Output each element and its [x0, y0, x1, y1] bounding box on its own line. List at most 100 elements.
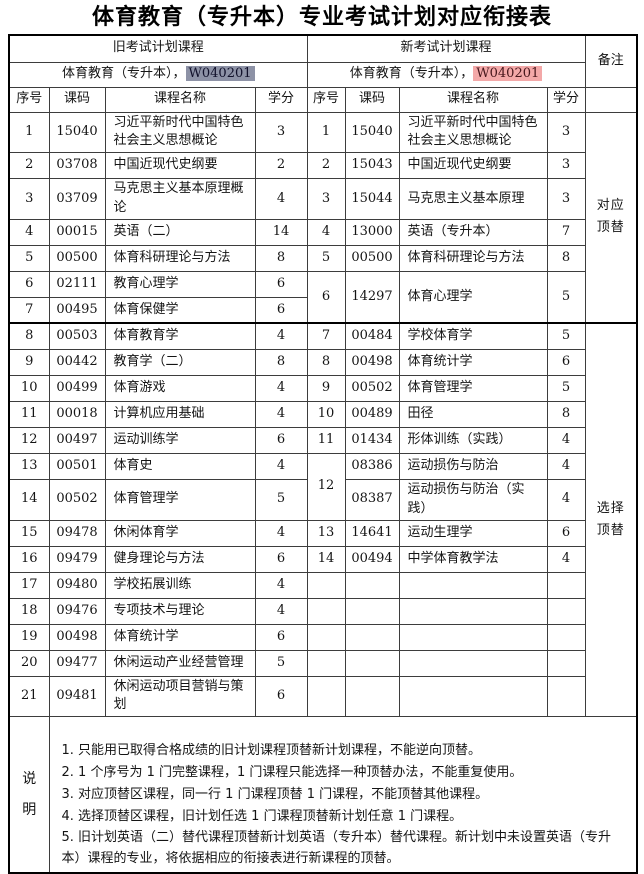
new-seq-cell — [306, 649, 346, 677]
major-row: 体育教育（专升本）， W040201 体育教育（专升本）， W040201 — [8, 61, 637, 88]
new-seq-cell: 3 — [306, 178, 346, 220]
old-name-cell: 体育史 — [104, 452, 256, 480]
new-major-code: W040201 — [473, 66, 543, 82]
course-row: 3 03709 马克思主义基本原理概论 4 3 15044 马克思主义基本原理 3 — [8, 178, 637, 220]
new-seq-cell: 12 — [306, 452, 346, 521]
old-code-cell: 00503 — [48, 322, 106, 350]
old-seq-cell: 20 — [8, 649, 50, 677]
old-seq-cell: 11 — [8, 400, 50, 428]
old-credit-cell: 4 — [254, 597, 308, 625]
new-name-cell — [398, 675, 548, 718]
new-name-cell — [398, 571, 548, 599]
new-code-cell: 13000 — [344, 218, 400, 246]
old-seq-cell: 13 — [8, 452, 50, 480]
remark-cell: 对应顶替 — [584, 111, 638, 324]
old-code-cell: 15040 — [48, 111, 106, 154]
old-name-cell: 体育科研理论与方法 — [104, 244, 256, 272]
new-seq-cell: 14 — [306, 545, 346, 573]
old-credit-cell: 6 — [254, 545, 308, 573]
remark-header: 备注 — [584, 34, 638, 88]
old-name-cell: 体育统计学 — [104, 623, 256, 651]
course-row: 7 00495 体育保健学 6 — [8, 296, 637, 324]
course-row: 2 03708 中国近现代史纲要 2 2 15043 中国近现代史纲要 3 — [8, 152, 637, 180]
remark-cell: 选择顶替 — [584, 322, 638, 718]
old-code-cell: 03709 — [48, 178, 106, 220]
new-credit-cell: 4 — [546, 426, 586, 454]
col-header-new-seq: 序号 — [306, 86, 346, 113]
old-code-cell: 00442 — [48, 348, 106, 376]
new-code-cell — [344, 597, 400, 625]
old-code-cell: 00502 — [48, 478, 106, 521]
course-row: 17 09480 学校拓展训练 4 — [8, 571, 637, 599]
note-line: 4. 选择顶替区课程，旧计划任选 1 门课程顶替新计划任意 1 门课程。 — [61, 808, 463, 824]
old-name-cell: 运动训练学 — [104, 426, 256, 454]
old-seq-cell: 2 — [8, 152, 50, 180]
new-code-cell: 14297 — [344, 270, 400, 324]
old-code-cell: 09478 — [48, 519, 106, 547]
col-header-old-credit: 学分 — [254, 86, 308, 113]
new-credit-cell: 6 — [546, 519, 586, 547]
old-name-cell: 马克思主义基本原理概论 — [104, 178, 256, 220]
old-seq-cell: 3 — [8, 178, 50, 220]
old-name-cell: 休闲体育学 — [104, 519, 256, 547]
old-code-cell: 09477 — [48, 649, 106, 677]
old-seq-cell: 10 — [8, 374, 50, 402]
old-credit-cell: 4 — [254, 178, 308, 220]
old-name-cell: 习近平新时代中国特色社会主义思想概论 — [104, 111, 256, 154]
new-credit-cell: 5 — [546, 322, 586, 350]
old-name-cell: 教育学（二） — [104, 348, 256, 376]
col-header-new-code: 课码 — [344, 86, 400, 113]
new-code-cell: 08387 — [344, 478, 400, 521]
old-credit-cell: 4 — [254, 519, 308, 547]
old-name-cell: 体育保健学 — [104, 296, 256, 324]
old-credit-cell: 4 — [254, 322, 308, 350]
old-credit-cell: 5 — [254, 649, 308, 677]
new-code-cell: 00500 — [344, 244, 400, 272]
old-code-cell: 00500 — [48, 244, 106, 272]
course-row: 13 00501 体育史 4 12 08386 运动损伤与防治 4 — [8, 452, 637, 521]
old-name-cell: 中国近现代史纲要 — [104, 152, 256, 180]
new-name-cell: 体育科研理论与方法 — [398, 244, 548, 272]
new-name-cell: 中国近现代史纲要 — [398, 152, 548, 180]
new-major-name: 体育教育（专升本）， — [349, 66, 474, 82]
new-code-cell: 08386 — [344, 452, 400, 480]
old-name-cell: 学校拓展训练 — [104, 571, 256, 599]
new-code-cell — [344, 623, 400, 651]
old-name-cell: 体育教育学 — [104, 322, 256, 350]
new-plan-header: 新考试计划课程 — [306, 34, 586, 63]
new-credit-cell: 8 — [546, 400, 586, 428]
new-code-cell: 14641 — [344, 519, 400, 547]
course-row: 4 00015 英语（二） 14 4 13000 英语（专升本） 7 — [8, 218, 637, 246]
new-name-cell: 运动生理学 — [398, 519, 548, 547]
old-name-cell: 计算机应用基础 — [104, 400, 256, 428]
old-seq-cell: 17 — [8, 571, 50, 599]
old-seq-cell: 1 — [8, 111, 50, 154]
old-code-cell: 00495 — [48, 296, 106, 324]
new-credit-cell — [546, 597, 586, 625]
old-code-cell: 09479 — [48, 545, 106, 573]
new-credit-cell: 5 — [546, 374, 586, 402]
course-row: 8 00503 体育教育学 4 7 00484 学校体育学 5 选择顶替 — [8, 322, 638, 718]
course-row: 5 00500 体育科研理论与方法 8 5 00500 体育科研理论与方法 8 — [8, 244, 637, 272]
remark-spacer-cell — [584, 86, 638, 113]
old-credit-cell: 6 — [254, 270, 308, 298]
new-credit-cell: 8 — [546, 244, 586, 272]
old-name-cell: 教育心理学 — [104, 270, 256, 298]
col-header-old-seq: 序号 — [8, 86, 50, 113]
old-seq-cell: 4 — [8, 218, 50, 246]
new-seq-cell: 8 — [306, 348, 346, 376]
old-code-cell: 00497 — [48, 426, 106, 454]
old-seq-cell: 14 — [8, 478, 50, 521]
new-name-cell: 学校体育学 — [398, 322, 548, 350]
old-seq-cell: 21 — [8, 675, 50, 718]
new-code-cell — [344, 571, 400, 599]
old-code-cell: 09480 — [48, 571, 106, 599]
notes-list: 1. 只能用已取得合格成绩的旧计划课程顶替新计划课程，不能逆向顶替。 2. 1 个… — [62, 741, 627, 870]
old-credit-cell: 3 — [254, 111, 308, 154]
col-header-old-code: 课码 — [48, 86, 106, 113]
notes-label: 说明 — [22, 771, 37, 818]
new-code-cell: 15044 — [344, 178, 400, 220]
course-table-body: 1 15040 习近平新时代中国特色社会主义思想概论 3 1 15040 习近平新时代中国特… — [8, 111, 638, 718]
new-seq-cell — [306, 623, 346, 651]
new-code-cell: 00489 — [344, 400, 400, 428]
